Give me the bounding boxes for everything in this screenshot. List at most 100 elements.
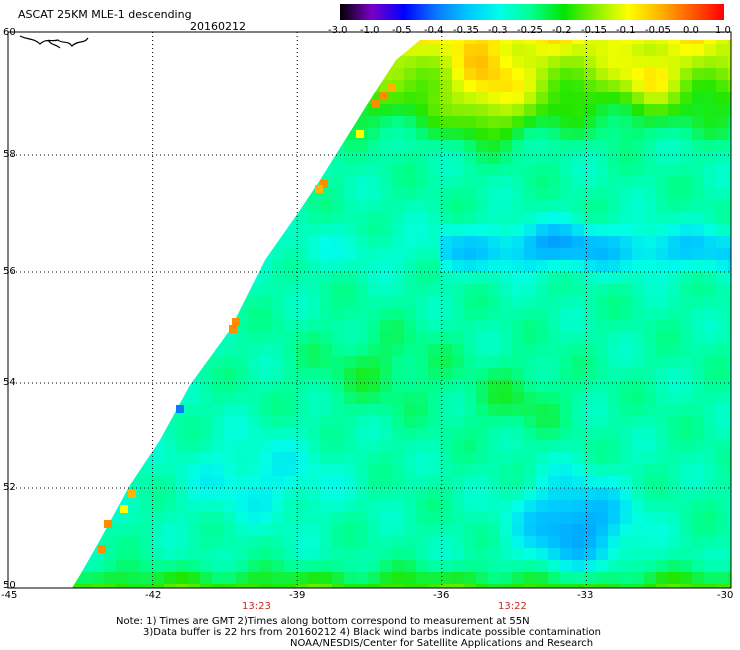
data-cell	[236, 40, 248, 44]
data-cell	[200, 224, 212, 236]
data-cell	[8, 212, 20, 224]
data-cell	[392, 56, 404, 68]
data-cell	[500, 176, 512, 188]
data-cell	[260, 320, 272, 332]
data-cell	[392, 68, 404, 80]
data-cell	[212, 332, 224, 344]
data-cell	[308, 452, 320, 464]
data-cell	[476, 332, 488, 344]
data-cell	[680, 200, 692, 212]
data-cell	[224, 536, 236, 548]
data-cell	[20, 80, 32, 92]
data-cell	[188, 560, 200, 572]
data-cell	[512, 524, 524, 536]
data-cell	[644, 404, 656, 416]
data-cell	[284, 452, 296, 464]
data-cell	[524, 224, 536, 236]
data-cell	[188, 572, 200, 584]
data-cell	[104, 284, 116, 296]
data-cell	[92, 500, 104, 512]
data-cell	[404, 164, 416, 176]
data-cell	[680, 284, 692, 296]
data-cell	[440, 440, 452, 452]
data-cell	[500, 440, 512, 452]
data-cell	[128, 476, 140, 488]
data-cell	[56, 140, 68, 152]
lon-label-minus42: -42	[145, 590, 162, 601]
data-cell	[176, 368, 188, 380]
data-cell	[20, 308, 32, 320]
data-cell	[200, 40, 212, 44]
data-cell	[560, 152, 572, 164]
data-cell	[320, 452, 332, 464]
data-cell	[140, 524, 152, 536]
data-cell	[644, 464, 656, 476]
data-cell	[56, 500, 68, 512]
data-cell	[284, 296, 296, 308]
data-cell	[680, 500, 692, 512]
data-cell	[332, 584, 344, 588]
data-cell	[500, 104, 512, 116]
data-cell	[560, 260, 572, 272]
data-cell	[200, 428, 212, 440]
data-cell	[212, 500, 224, 512]
data-cell	[368, 260, 380, 272]
data-cell	[584, 548, 596, 560]
data-cell	[476, 512, 488, 524]
data-cell	[224, 260, 236, 272]
data-cell	[416, 164, 428, 176]
data-cell	[440, 560, 452, 572]
data-cell	[560, 500, 572, 512]
data-cell	[20, 332, 32, 344]
data-cell	[356, 308, 368, 320]
data-cell	[260, 260, 272, 272]
data-cell	[140, 116, 152, 128]
data-cell	[536, 152, 548, 164]
data-cell	[416, 512, 428, 524]
data-cell	[476, 188, 488, 200]
data-cell	[320, 356, 332, 368]
data-cell	[72, 92, 80, 104]
data-cell	[236, 104, 248, 116]
data-cell	[320, 92, 332, 104]
data-cell	[308, 56, 320, 68]
data-cell	[80, 464, 92, 476]
data-cell	[332, 548, 344, 560]
data-cell	[392, 308, 404, 320]
data-cell	[224, 200, 236, 212]
data-cell	[452, 116, 464, 128]
data-cell	[272, 344, 284, 356]
data-cell	[728, 572, 731, 584]
data-cell	[344, 512, 356, 524]
data-cell	[416, 260, 428, 272]
data-cell	[92, 140, 104, 152]
data-cell	[212, 176, 224, 188]
edge-cell	[104, 520, 112, 528]
data-cell	[8, 332, 20, 344]
data-cell	[536, 584, 548, 588]
data-cell	[260, 104, 272, 116]
data-cell	[152, 428, 164, 440]
data-cell	[236, 260, 248, 272]
data-cell	[476, 260, 488, 272]
data-cell	[92, 164, 104, 176]
data-cell	[548, 488, 560, 500]
data-cell	[164, 44, 176, 56]
data-cell	[644, 56, 656, 68]
data-cell	[380, 536, 392, 548]
data-cell	[488, 116, 500, 128]
data-cell	[404, 488, 416, 500]
data-cell	[548, 572, 560, 584]
data-cell	[128, 80, 140, 92]
data-cell	[164, 356, 176, 368]
data-cell	[344, 536, 356, 548]
data-cell	[176, 428, 188, 440]
data-cell	[284, 44, 296, 56]
data-cell	[680, 104, 692, 116]
data-cell	[692, 44, 704, 56]
data-cell	[512, 188, 524, 200]
data-cell	[500, 224, 512, 236]
data-cell	[704, 404, 716, 416]
data-cell	[116, 224, 128, 236]
data-cell	[452, 212, 464, 224]
